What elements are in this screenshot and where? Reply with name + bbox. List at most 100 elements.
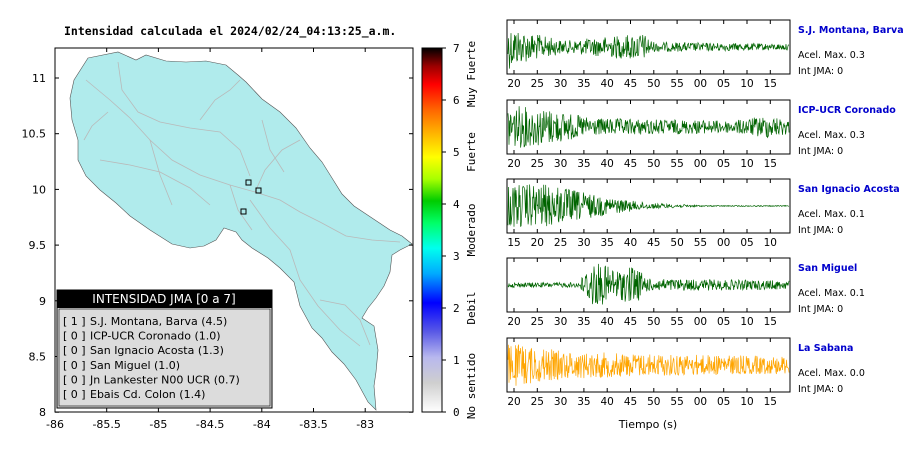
intensity-legend: INTENSIDAD JMA [0 a 7] [ 1 ] S.J. Montana… xyxy=(56,289,273,409)
station-accel: Acel. Max. 0.1 xyxy=(798,288,865,299)
waveform-tick-label: 50 xyxy=(647,396,660,408)
map-y-axis: 11 10.5 10 9.5 9 8.5 8 xyxy=(22,72,413,419)
legend-item-value: [ 0 ] xyxy=(63,330,86,343)
map-x-tick-label: -84 xyxy=(253,418,271,431)
legend-item-value: [ 1 ] xyxy=(63,315,86,328)
waveform-tick-label: 05 xyxy=(717,316,730,328)
figure-title: Intensidad calculada el 2024/02/24_04:13… xyxy=(64,24,396,39)
legend-item-label: San Miguel (1.0) xyxy=(90,359,180,372)
legend-item-label: Ebais Cd. Colon (1.4) xyxy=(90,388,205,401)
station-accel: Acel. Max. 0.3 xyxy=(798,130,865,141)
waveform-trace xyxy=(507,106,790,148)
waveform-trace xyxy=(507,263,790,305)
colorbar-tick-label: 3 xyxy=(453,250,460,263)
waveform-trace xyxy=(507,32,790,69)
waveform-tick-label: 30 xyxy=(554,316,567,328)
waveform-tick-label: 10 xyxy=(740,78,753,90)
waveform-tick-label: 40 xyxy=(601,396,614,408)
colorbar-tick-label: 0 xyxy=(453,406,460,419)
colorbar-tick-label: 2 xyxy=(453,302,460,315)
legend-item-value: [ 0 ] xyxy=(63,359,86,372)
legend-item: [ 0 ] Jn Lankester N00 UCR (0.7) xyxy=(63,373,240,386)
station-jma: Int JMA: 0 xyxy=(798,384,843,395)
station-markers xyxy=(240,179,262,215)
time-axis-label: Tiempo (s) xyxy=(618,418,677,431)
legend-item-label: San Ignacio Acosta (1.3) xyxy=(90,344,224,357)
waveform-tick-label: 25 xyxy=(554,237,567,249)
waveform-tick-label: 50 xyxy=(647,158,660,170)
map-x-tick-label: -83.5 xyxy=(299,418,327,431)
waveform-tick-label: 30 xyxy=(554,158,567,170)
waveform-tick-label: 45 xyxy=(624,158,637,170)
legend-item: [ 1 ] S.J. Montana, Barva (4.5) xyxy=(63,315,227,328)
waveform-tick-label: 15 xyxy=(764,316,777,328)
waveform-tick-label: 05 xyxy=(717,396,730,408)
waveform-tick-label: 15 xyxy=(507,237,520,249)
waveform-tick-label: 45 xyxy=(624,78,637,90)
waveform-tick-label: 20 xyxy=(507,396,520,408)
waveform-tick-label: 25 xyxy=(531,78,544,90)
legend-item: [ 0 ] San Ignacio Acosta (1.3) xyxy=(63,344,224,357)
waveform-tick-label: 15 xyxy=(764,78,777,90)
waveform-tick-label: 35 xyxy=(577,78,590,90)
colorbar-tick-label: 7 xyxy=(453,42,460,55)
colorbar-category-label: No sentido xyxy=(465,353,478,419)
waveform-tick-label: 15 xyxy=(764,396,777,408)
waveform-tick-label: 10 xyxy=(740,316,753,328)
legend-item-label: ICP-UCR Coronado (1.0) xyxy=(90,330,221,343)
waveform-tick-label: 20 xyxy=(531,237,544,249)
waveform-tick-label: 40 xyxy=(601,158,614,170)
station-accel: Acel. Max. 0.0 xyxy=(798,368,865,379)
legend-item: [ 0 ] Ebais Cd. Colon (1.4) xyxy=(63,388,205,401)
map-x-tick-label: -85.5 xyxy=(92,418,120,431)
waveform-trace xyxy=(507,184,790,228)
waveform-tick-label: 55 xyxy=(670,158,683,170)
waveform-tick-label: 30 xyxy=(554,396,567,408)
colorbar-tick-label: 6 xyxy=(453,94,460,107)
waveform-tick-label: 45 xyxy=(624,316,637,328)
colorbar-category-label: Moderado xyxy=(465,204,478,257)
waveform-tick-label: 10 xyxy=(740,158,753,170)
colorbar-tick-label: 4 xyxy=(453,198,460,211)
waveform-tick-label: 35 xyxy=(577,158,590,170)
waveform-tick-label: 20 xyxy=(507,78,520,90)
map-y-tick-label: 8.5 xyxy=(29,351,47,364)
legend-item-value: [ 0 ] xyxy=(63,373,86,386)
legend-item-value: [ 0 ] xyxy=(63,388,86,401)
waveform-tick-label: 55 xyxy=(670,316,683,328)
waveform-tick-label: 55 xyxy=(670,78,683,90)
waveform-tick-label: 05 xyxy=(717,158,730,170)
legend-item: [ 0 ] ICP-UCR Coronado (1.0) xyxy=(63,330,221,343)
intensity-colorbar: 0 1 2 3 4 5 6 7 No sentido Debil Moderado Fuerte Mu… xyxy=(421,41,478,419)
waveform-tick-label: 10 xyxy=(764,237,777,249)
map-x-axis: -86 -85.5 -85 -84.5 -84 -83.5 -83 xyxy=(46,48,374,431)
colorbar-tick-label: 5 xyxy=(453,146,460,159)
waveform-tick-label: 30 xyxy=(554,78,567,90)
legend-item-value: [ 0 ] xyxy=(63,344,86,357)
waveform-panel: 15 20 25 30 35 40 45 50 55 00 05 10 San Ignacio Acos… xyxy=(506,178,900,249)
map-y-tick-label: 8 xyxy=(39,406,46,419)
waveform-tick-label: 25 xyxy=(531,158,544,170)
legend-item-label: Jn Lankester N00 UCR (0.7) xyxy=(89,373,240,386)
waveform-panel: 20 25 30 35 40 45 50 55 00 05 10 15 San Miguel Acel. … xyxy=(506,257,865,328)
waveform-tick-label: 15 xyxy=(764,158,777,170)
waveform-tick-label: 00 xyxy=(717,237,730,249)
station-name: La Sabana xyxy=(798,343,853,354)
station-jma: Int JMA: 0 xyxy=(798,304,843,315)
waveform-tick-label: 30 xyxy=(577,237,590,249)
waveform-tick-label: 25 xyxy=(531,396,544,408)
station-jma: Int JMA: 0 xyxy=(798,66,843,77)
map-y-tick-label: 10.5 xyxy=(22,128,47,141)
map-x-tick-label: -84.5 xyxy=(196,418,224,431)
road-network xyxy=(83,61,401,347)
station-name: San Miguel xyxy=(798,263,857,274)
waveform-tick-label: 00 xyxy=(694,316,707,328)
station-jma: Int JMA: 0 xyxy=(798,146,843,157)
station-name: ICP-UCR Coronado xyxy=(798,105,896,116)
waveform-tick-label: 05 xyxy=(717,78,730,90)
waveform-panel: 20 25 30 35 40 45 50 55 00 05 10 15 ICP-UCR Coronado… xyxy=(506,99,896,170)
waveform-tick-label: 35 xyxy=(577,316,590,328)
map-x-tick-label: -85 xyxy=(149,418,167,431)
legend-title: INTENSIDAD JMA [0 a 7] xyxy=(92,292,235,306)
